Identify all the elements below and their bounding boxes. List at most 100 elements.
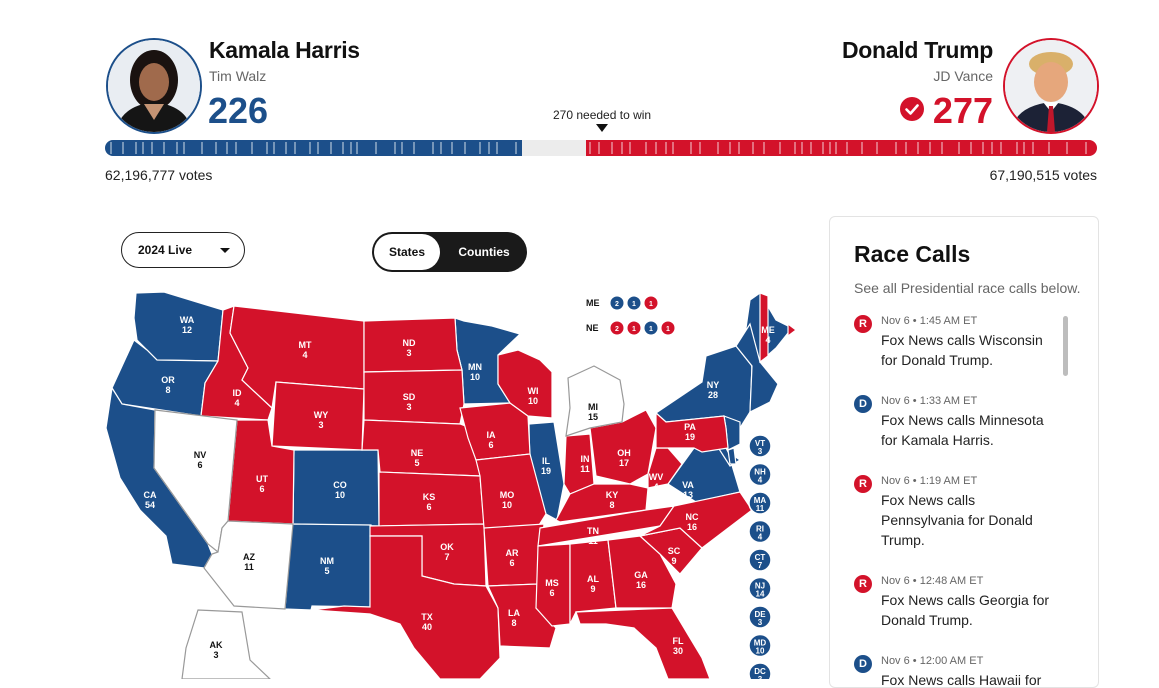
trump-avatar xyxy=(1003,38,1099,134)
race-call-time: Nov 6 • 12:48 AM ET xyxy=(881,575,984,587)
state-FL xyxy=(575,607,711,679)
rep-popular-votes: 67,190,515 votes xyxy=(989,167,1097,183)
district-circle xyxy=(660,320,676,336)
district-circle xyxy=(626,295,642,311)
map-ev-ut: 6 xyxy=(259,484,264,494)
district-circle xyxy=(609,320,625,336)
map-ev-il: 19 xyxy=(541,466,551,476)
map-label-az: AZ xyxy=(243,552,255,562)
map-label-id: ID xyxy=(233,388,243,398)
small-state-md xyxy=(748,633,772,658)
map-label-il: IL xyxy=(542,456,551,466)
republican-badge-icon: R xyxy=(854,315,872,333)
map-label-sc: SC xyxy=(668,546,681,556)
year-dropdown[interactable]: 2024 Live xyxy=(121,232,245,268)
map-label-ny: NY xyxy=(707,380,720,390)
small-state-label: MD xyxy=(754,639,767,648)
race-call-time: Nov 6 • 1:33 AM ET xyxy=(881,395,978,407)
map-label-wa: WA xyxy=(180,315,195,325)
race-calls-subtitle: See all Presidential race calls below. xyxy=(854,280,1081,296)
race-call-text: Fox News calls Georgia for Donald Trump. xyxy=(881,592,1050,628)
small-state-ct xyxy=(748,548,772,572)
race-call-time: Nov 6 • 1:45 AM ET xyxy=(881,315,978,327)
map-ev-ks: 6 xyxy=(426,502,431,512)
state-ME-d2 xyxy=(759,292,769,364)
small-state-ev: 3 xyxy=(758,447,763,456)
dem-running-mate: Tim Walz xyxy=(209,68,267,84)
map-label-tn: TN xyxy=(587,526,599,536)
state-AL xyxy=(569,539,617,625)
map-label-ky: KY xyxy=(606,490,619,500)
map-ev-me: 4 xyxy=(765,335,770,345)
map-label-mt: MT xyxy=(299,340,312,350)
electoral-progress-bar xyxy=(105,140,1097,156)
chevron-down-icon xyxy=(220,248,230,253)
map-ev-fl: 30 xyxy=(673,646,683,656)
map-label-ms: MS xyxy=(545,578,559,588)
map-label-mo: MO xyxy=(500,490,515,500)
map-ev-az: 11 xyxy=(244,562,254,572)
map-ev-ny: 28 xyxy=(708,390,718,400)
map-ev-ak: 3 xyxy=(213,650,218,660)
small-state-ma xyxy=(748,491,772,515)
state-DE xyxy=(727,447,737,465)
map-label-tx: TX xyxy=(421,612,433,622)
map-label-va: VA xyxy=(682,480,694,490)
small-state-vt xyxy=(748,434,772,458)
state-AZ xyxy=(203,520,294,610)
map-ev-al: 9 xyxy=(590,584,595,594)
map-ev-in: 11 xyxy=(580,464,590,474)
map-label-ca: CA xyxy=(144,490,157,500)
view-toggle[interactable]: States Counties xyxy=(372,232,527,272)
state-TX xyxy=(311,535,501,679)
dem-progress-fill xyxy=(105,140,522,156)
map-ev-mn: 10 xyxy=(470,372,480,382)
map-ev-tn: 11 xyxy=(588,536,598,546)
toggle-counties[interactable]: Counties xyxy=(458,245,510,259)
map-label-wi: WI xyxy=(528,386,539,396)
map-label-ks: KS xyxy=(423,492,436,502)
district-ev: 2 xyxy=(615,326,619,333)
map-ev-wv: 4 xyxy=(653,482,658,492)
district-circle xyxy=(609,295,625,311)
small-state-ev: 11 xyxy=(756,504,765,513)
small-state-de xyxy=(748,605,772,629)
race-calls-scrollbar[interactable] xyxy=(1063,316,1068,376)
state-NC xyxy=(639,491,753,549)
map-ev-nd: 3 xyxy=(406,348,411,358)
map-ev-ky: 8 xyxy=(609,500,614,510)
map-label-nv: NV xyxy=(194,450,207,460)
district-ev: 1 xyxy=(649,326,653,333)
district-ev: 1 xyxy=(666,326,670,333)
map-label-mi: MI xyxy=(588,402,598,412)
small-state-label: DE xyxy=(754,610,766,619)
map-ev-la: 8 xyxy=(511,618,516,628)
small-state-ev: 3 xyxy=(758,618,763,627)
map-label-ia: IA xyxy=(487,430,497,440)
district-ev: 1 xyxy=(632,326,636,333)
year-dropdown-label: 2024 Live xyxy=(138,243,193,257)
dem-candidate-name: Kamala Harris xyxy=(209,37,360,63)
race-call-time: Nov 6 • 1:19 AM ET xyxy=(881,475,978,487)
map-label-ar: AR xyxy=(506,548,519,558)
map-label-or: OR xyxy=(161,375,175,385)
toggle-states[interactable]: States xyxy=(374,234,440,270)
district-ev: 2 xyxy=(615,301,619,308)
small-state-ev: 3 xyxy=(758,675,763,679)
map-ev-nv: 6 xyxy=(197,460,202,470)
state-WI xyxy=(497,349,553,419)
map-label-pa: PA xyxy=(684,422,696,432)
race-calls-title: Race Calls xyxy=(854,241,971,267)
map-label-sd: SD xyxy=(403,392,416,402)
map-label-in: IN xyxy=(581,454,590,464)
small-state-ev: 4 xyxy=(758,476,763,485)
map-label-wy: WY xyxy=(314,410,329,420)
democrat-badge-icon: D xyxy=(854,655,872,673)
district-legend-me: ME xyxy=(586,298,600,308)
threshold-marker-icon xyxy=(596,124,608,132)
republican-badge-icon: R xyxy=(854,475,872,493)
map-ev-ca: 54 xyxy=(145,500,155,510)
map-label-nc: NC xyxy=(686,512,699,522)
map-ev-wi: 10 xyxy=(528,396,538,406)
map-label-ga: GA xyxy=(634,570,648,580)
